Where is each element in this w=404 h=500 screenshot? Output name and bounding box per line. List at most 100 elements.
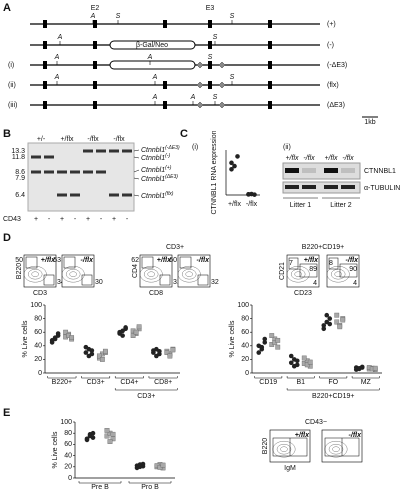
y-tick-label: 40 (64, 452, 72, 459)
y-tick-label: 100 (30, 302, 42, 309)
exon (208, 20, 212, 28)
row-label: (-) (327, 42, 334, 49)
row-label: (flx) (327, 82, 339, 89)
exon (43, 20, 47, 28)
flow-x-axis: CD23 (294, 290, 312, 297)
exon (268, 41, 272, 49)
y-tick-label: 40 (34, 343, 42, 350)
band-gene: Ctnnbl1(-ΔE3) (141, 145, 180, 154)
gel (27, 142, 135, 212)
gate-value: 31 (173, 279, 181, 286)
data-point (275, 337, 281, 343)
data-point (52, 336, 58, 342)
exon (163, 20, 167, 28)
band-gene: Ctnnbl1(flx) (141, 191, 174, 200)
blot (282, 181, 361, 194)
gate-value: 34 (57, 279, 65, 286)
data-point (90, 435, 96, 440)
row-label: (+) (327, 21, 336, 28)
flow-y-axis: CD21 (279, 262, 286, 280)
gate (299, 263, 318, 278)
data-point (130, 333, 136, 338)
data-point (123, 325, 128, 330)
contour (334, 271, 342, 277)
contour (139, 266, 163, 283)
data-point (134, 465, 140, 471)
exon (43, 101, 47, 109)
gate-value: 4 (353, 280, 357, 287)
flow-plot (177, 254, 211, 288)
group-bracket (286, 388, 380, 391)
band-pointer (133, 156, 140, 159)
band-allele: (flx) (165, 191, 174, 197)
data-point (321, 323, 327, 328)
blot-band (285, 168, 299, 173)
site-label: S (208, 54, 213, 61)
flow-x-axis: CD3 (33, 290, 47, 297)
y-axis-label: CTNNBL1 RNA expression (211, 130, 218, 214)
genotype: +/flx (304, 257, 319, 264)
data-point (167, 353, 173, 359)
band-gene: Ctnnbl1(-) (141, 153, 170, 162)
exon (43, 61, 47, 69)
gate (328, 257, 339, 270)
blot-band (324, 168, 338, 173)
blot (282, 162, 361, 180)
blot-band (302, 185, 316, 189)
gel-band (57, 193, 67, 197)
data-point (104, 428, 110, 433)
gel-band (57, 170, 67, 174)
x-tick-label: FO (328, 379, 338, 386)
category-bracket (128, 481, 172, 484)
gate (81, 274, 93, 286)
insert-box (109, 60, 196, 70)
data-point (83, 350, 89, 355)
genotype: -/flx (81, 257, 95, 264)
site-label: A (57, 34, 63, 41)
contour (185, 271, 193, 277)
data-point (252, 192, 257, 197)
genotype: -/flx (349, 432, 363, 439)
data-point (262, 336, 268, 342)
contour (280, 446, 288, 452)
data-point (304, 362, 310, 368)
scale-label: 1kb (364, 119, 375, 126)
protein-label: CTNNBL1 (364, 168, 396, 175)
x-tick-label: CD4+ (120, 379, 138, 386)
genotype: +/flx (41, 257, 56, 264)
gel-band (70, 170, 80, 174)
data-point (160, 462, 166, 468)
y-axis-label: % Live cells (229, 320, 236, 357)
data-point (256, 350, 262, 355)
y-tick-label: 0 (245, 370, 249, 377)
y-tick-label: 40 (241, 343, 249, 350)
flow-plot (139, 254, 173, 288)
cd43-sign: + (60, 216, 64, 223)
gel-band (31, 170, 41, 174)
data-point (140, 463, 146, 469)
data-point (87, 432, 93, 437)
gel-band (122, 149, 132, 153)
group-label: CD3+ (137, 393, 155, 400)
y-tick-label: 80 (34, 315, 42, 322)
category-bracket (148, 376, 178, 379)
data-point (83, 344, 89, 350)
gate-value: 53 (53, 257, 61, 264)
site-label: S (230, 74, 235, 81)
y-tick-label: 60 (241, 329, 249, 336)
genotype: -/flx (346, 257, 360, 264)
lane-label: +/- (37, 136, 46, 143)
gate-value: 8 (329, 260, 333, 267)
panel-letter: E (3, 407, 10, 419)
lane-label: -/flx (87, 136, 99, 143)
gate-value: 30 (95, 279, 103, 286)
x-tick-label: Pro B (141, 484, 159, 491)
blot-band (302, 168, 316, 173)
size-label: 7.9 (15, 175, 25, 182)
flow-plot (326, 254, 360, 288)
site-label: A (90, 13, 96, 20)
band-allele: (-ΔE3) (165, 145, 180, 151)
data-point (96, 353, 102, 359)
size-label: 11.8 (12, 154, 25, 161)
flow-plot (286, 254, 320, 288)
